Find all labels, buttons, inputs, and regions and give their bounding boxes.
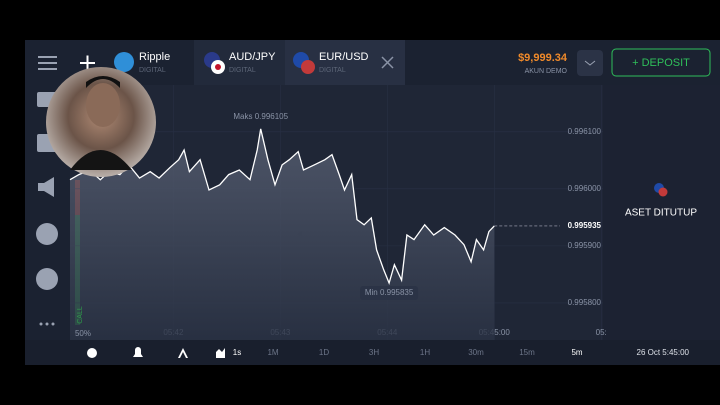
plot: 0.9961000.9960000.9959000.99580005:4205:…: [69, 85, 607, 340]
tab-name[interactable]: AUD/JPY: [229, 51, 276, 63]
min-box: [360, 285, 419, 300]
closed-asset-label: ASET DITUTUP: [625, 208, 697, 219]
deposit-button[interactable]: [611, 48, 711, 77]
y-tick-label: 0.996000: [568, 184, 602, 193]
tab-subtitle: DIGITAL: [229, 67, 256, 74]
menu-icon[interactable]: [38, 56, 57, 58]
timeframe[interactable]: 1s: [233, 348, 241, 357]
y-tick-label: 0.996100: [568, 127, 602, 136]
info-icon[interactable]: [87, 348, 97, 358]
account-dropdown[interactable]: [577, 50, 603, 76]
video-icon[interactable]: [36, 223, 58, 245]
chat-icon[interactable]: [36, 268, 58, 290]
datetime: 26 Oct 5:45:00: [637, 348, 690, 357]
alert-icon[interactable]: [133, 347, 143, 357]
x-tick-label: 05:45:00: [479, 328, 511, 337]
tab-subtitle: DIGITAL: [139, 67, 166, 74]
x-tick-label: 05:: [596, 328, 607, 337]
deposit-label[interactable]: + DEPOSIT: [632, 57, 690, 69]
timeframe[interactable]: 5m: [571, 348, 582, 357]
price-line: [69, 128, 495, 285]
timeframe[interactable]: 15m: [519, 348, 535, 357]
max-annotation: Maks 0.996105: [233, 112, 288, 121]
chart-type-icon[interactable]: [216, 348, 225, 358]
add-tab[interactable]: [80, 55, 95, 71]
timeframe[interactable]: 1D: [319, 348, 329, 357]
y-tick-label: 0.995900: [568, 241, 602, 250]
timeframe[interactable]: 1H: [420, 348, 430, 357]
toolbar-icons: [87, 347, 225, 358]
call-label: CALL: [77, 306, 84, 324]
ripple-icon: [114, 52, 134, 72]
y-tick-label: 0.995800: [568, 298, 602, 307]
balance: $9,999.34: [518, 52, 568, 64]
timeframe[interactable]: 30m: [468, 348, 484, 357]
tab-name[interactable]: Ripple: [139, 51, 170, 63]
sentiment-label: 50%: [75, 329, 91, 338]
news-icon[interactable]: [38, 177, 54, 197]
side-panel: [603, 85, 720, 340]
timeframe[interactable]: 1M: [267, 348, 278, 357]
indicator-icon[interactable]: [178, 348, 188, 358]
close-tab[interactable]: [381, 56, 394, 69]
tab-name[interactable]: EUR/USD: [319, 51, 369, 63]
timeframe[interactable]: 3H: [369, 348, 379, 357]
min-annotation: Min 0.995835: [365, 288, 414, 297]
tab-subtitle: DIGITAL: [319, 67, 346, 74]
current-price-label: 0.995935: [568, 221, 602, 230]
account-type: AKUN DEMO: [525, 68, 568, 75]
